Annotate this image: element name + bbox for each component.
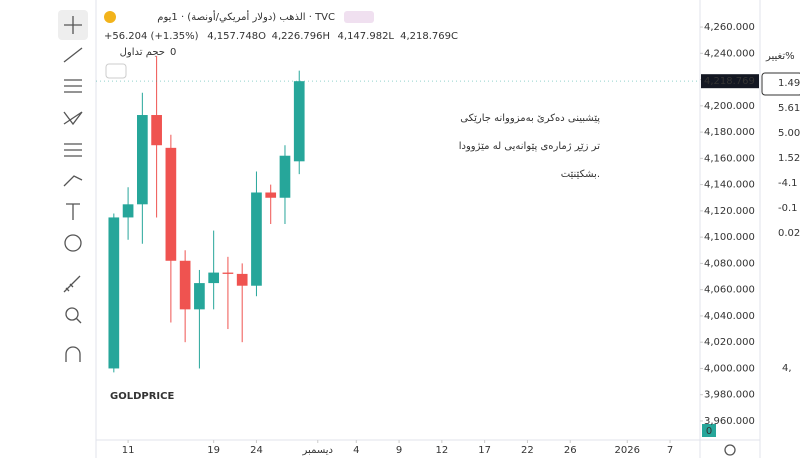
flag-icon xyxy=(344,11,374,23)
y-tick-label: 4,180.000 xyxy=(704,127,755,138)
y-tick-label: 4,120.000 xyxy=(704,206,755,217)
symbol-icon xyxy=(104,11,116,23)
side-value: 0.02 xyxy=(778,228,800,239)
x-tick-label: ديسمبر xyxy=(302,445,333,456)
candle-body xyxy=(151,115,162,146)
side-value: 5.61 xyxy=(778,103,800,114)
volume-axis-label: 0 xyxy=(706,426,712,437)
candle-body xyxy=(293,81,305,162)
y-tick-label: 4,040.000 xyxy=(704,311,755,322)
symbol-title: الذهب (دولار أمريكي/أونصة) · 1يوم · TVC xyxy=(157,10,335,23)
side-selected xyxy=(761,72,800,96)
annotation-line: پێشبینی دەکرێ بەمزووانە جارێکی xyxy=(460,113,600,124)
x-tick-label: 17 xyxy=(478,445,491,456)
volume-axis-box xyxy=(702,424,716,437)
side-value: 1.52 xyxy=(778,153,800,164)
toolbar xyxy=(58,10,88,362)
side-header: تغيير% xyxy=(765,51,795,62)
candle-body xyxy=(251,192,262,286)
side-value: 5.00 xyxy=(778,128,800,139)
x-tick-label: 11 xyxy=(122,445,135,456)
candle-body xyxy=(222,272,234,274)
side-value: 1.49 xyxy=(778,78,800,89)
y-tick-label: 4,260.000 xyxy=(704,22,755,33)
x-tick-label: 12 xyxy=(435,445,448,456)
x-tick-label: 2026 xyxy=(615,445,640,456)
candle-body xyxy=(236,273,248,286)
x-tick-label: 22 xyxy=(521,445,534,456)
candle-body xyxy=(179,260,191,310)
ohlc-value: 4,226.796H xyxy=(272,31,330,42)
candle-body xyxy=(194,283,205,310)
y-tick-label: 3,980.000 xyxy=(704,390,755,401)
candle-body xyxy=(279,155,291,198)
last-price-label: 4,218.769 xyxy=(704,76,755,87)
volume-value: 0 xyxy=(170,47,176,58)
candle-body xyxy=(208,272,220,284)
collapse-button[interactable] xyxy=(105,63,127,79)
x-tick-label: 26 xyxy=(564,445,577,456)
change: +56.204 (+1.35%) xyxy=(104,31,199,42)
volume-label: حجم تداول xyxy=(120,47,165,58)
side-value: -0.1 xyxy=(778,203,798,214)
x-tick-label: 7 xyxy=(667,445,673,456)
x-tick-label: 24 xyxy=(250,445,263,456)
y-tick-label: 4,160.000 xyxy=(704,153,755,164)
y-tick-label: 4,060.000 xyxy=(704,285,755,296)
side-value: -4.1 xyxy=(778,178,798,189)
y-tick-label: 4,080.000 xyxy=(704,258,755,269)
candle-body xyxy=(108,217,120,369)
y-tick-label: 4,140.000 xyxy=(704,180,755,191)
candle-body xyxy=(165,147,177,261)
last-price-box xyxy=(701,74,759,89)
x-tick-label: 4 xyxy=(353,445,359,456)
ohlc-value: 4,147.982L xyxy=(338,31,395,42)
x-tick-label: 9 xyxy=(396,445,402,456)
settings-icon[interactable] xyxy=(724,444,736,456)
y-tick-label: 4,200.000 xyxy=(704,101,755,112)
side-big: 4, xyxy=(782,363,792,374)
y-tick-label: 4,100.000 xyxy=(704,232,755,243)
y-tick-label: 3,960.000 xyxy=(704,416,755,427)
y-tick-label: 4,240.000 xyxy=(704,48,755,59)
x-tick-label: 19 xyxy=(207,445,220,456)
candle-body xyxy=(265,192,277,198)
watermark: GOLDPRICE xyxy=(110,391,174,402)
annotation-line: بشکێنێت. xyxy=(561,169,600,180)
y-tick-label: 4,020.000 xyxy=(704,337,755,348)
y-tick-label: 4,000.000 xyxy=(704,363,755,374)
candle-body xyxy=(137,115,148,205)
ohlc-value: 4,218.769C xyxy=(400,31,458,42)
candle-body xyxy=(122,204,134,218)
ohlc-value: 4,157.748O xyxy=(207,31,266,42)
annotation-line: تر زێڕ ژمارەی پێوانەیی لە مێژوودا xyxy=(459,141,600,152)
